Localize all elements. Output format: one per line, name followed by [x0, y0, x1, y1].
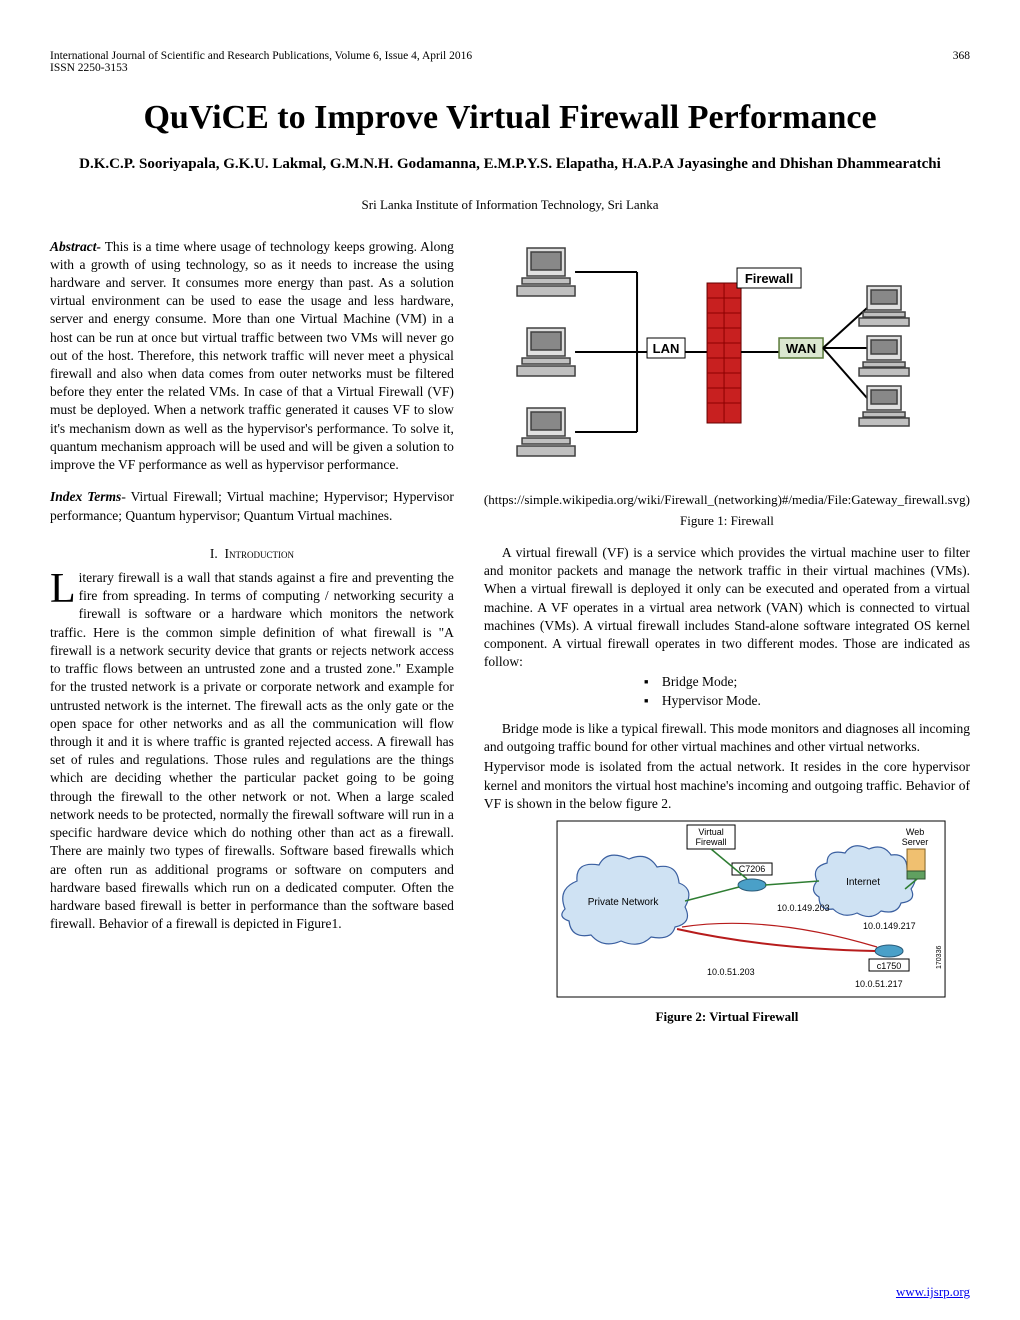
- firewall-diagram-icon: LAN Firewall: [484, 238, 970, 488]
- abstract-label: Abstract-: [50, 239, 101, 254]
- intro-para: Literary firewall is a wall that stands …: [50, 569, 454, 933]
- mode-list: ▪Bridge Mode; ▪Hypervisor Mode.: [484, 673, 970, 709]
- authors: D.K.C.P. Sooriyapala, G.K.U. Lakmal, G.M…: [50, 155, 970, 175]
- figure-2: Private Network Internet Virtual Firewal…: [484, 819, 970, 1004]
- svg-text:Internet: Internet: [846, 877, 880, 888]
- svg-text:Firewall: Firewall: [745, 271, 793, 286]
- journal-info: International Journal of Scientific and …: [50, 50, 472, 62]
- abstract: Abstract- This is a time where usage of …: [50, 238, 454, 475]
- paper-title: QuViCE to Improve Virtual Firewall Perfo…: [50, 99, 970, 137]
- svg-text:Private Network: Private Network: [588, 897, 660, 908]
- running-header: International Journal of Scientific and …: [50, 50, 970, 74]
- svg-text:10.0.51.203: 10.0.51.203: [707, 967, 755, 977]
- svg-text:Firewall: Firewall: [695, 837, 726, 847]
- virtual-firewall-diagram-icon: Private Network Internet Virtual Firewal…: [484, 819, 970, 1004]
- issn: ISSN 2250-3153: [50, 62, 472, 74]
- abstract-text: This is a time where usage of technology…: [50, 239, 454, 473]
- figure-1-url: (https://simple.wikipedia.org/wiki/Firew…: [484, 492, 970, 509]
- svg-text:Web: Web: [906, 827, 924, 837]
- section-heading: I. Introduction: [50, 545, 454, 563]
- page-number: 368: [953, 50, 970, 74]
- section-word: Introduction: [225, 546, 295, 561]
- figure-2-caption: Figure 2: Virtual Firewall: [484, 1008, 970, 1026]
- vf-para-2: Bridge mode is like a typical firewall. …: [484, 720, 970, 756]
- section-num: I.: [210, 546, 218, 561]
- svg-text:C7206: C7206: [739, 864, 766, 874]
- vf-para-3: Hypervisor mode is isolated from the act…: [484, 758, 970, 813]
- index-terms: Index Terms- Virtual Firewall; Virtual m…: [50, 488, 454, 524]
- affiliation: Sri Lanka Institute of Information Techn…: [50, 197, 970, 213]
- figure-1-caption: Figure 1: Firewall: [484, 512, 970, 530]
- svg-text:WAN: WAN: [786, 341, 816, 356]
- dropcap: L: [50, 569, 79, 606]
- left-column: Abstract- This is a time where usage of …: [50, 238, 454, 1040]
- vf-para-1: A virtual firewall (VF) is a service whi…: [484, 544, 970, 672]
- svg-text:10.0.149.203: 10.0.149.203: [777, 903, 830, 913]
- index-label: Index Terms: [50, 489, 121, 504]
- svg-text:Virtual: Virtual: [698, 827, 723, 837]
- svg-text:LAN: LAN: [653, 341, 680, 356]
- intro-text: iterary firewall is a wall that stands a…: [50, 570, 454, 931]
- figure-1: LAN Firewall: [484, 238, 970, 488]
- svg-text:170336: 170336: [936, 946, 943, 969]
- mode-item-2: ▪Hypervisor Mode.: [644, 692, 970, 710]
- footer-link[interactable]: www.ijsrp.org: [896, 1284, 970, 1300]
- svg-text:10.0.149.217: 10.0.149.217: [863, 921, 916, 931]
- svg-text:10.0.51.217: 10.0.51.217: [855, 979, 903, 989]
- svg-text:c1750: c1750: [877, 961, 902, 971]
- svg-text:Server: Server: [902, 837, 929, 847]
- mode-item-1: ▪Bridge Mode;: [644, 673, 970, 691]
- body-columns: Abstract- This is a time where usage of …: [50, 238, 970, 1040]
- right-column: LAN Firewall: [484, 238, 970, 1040]
